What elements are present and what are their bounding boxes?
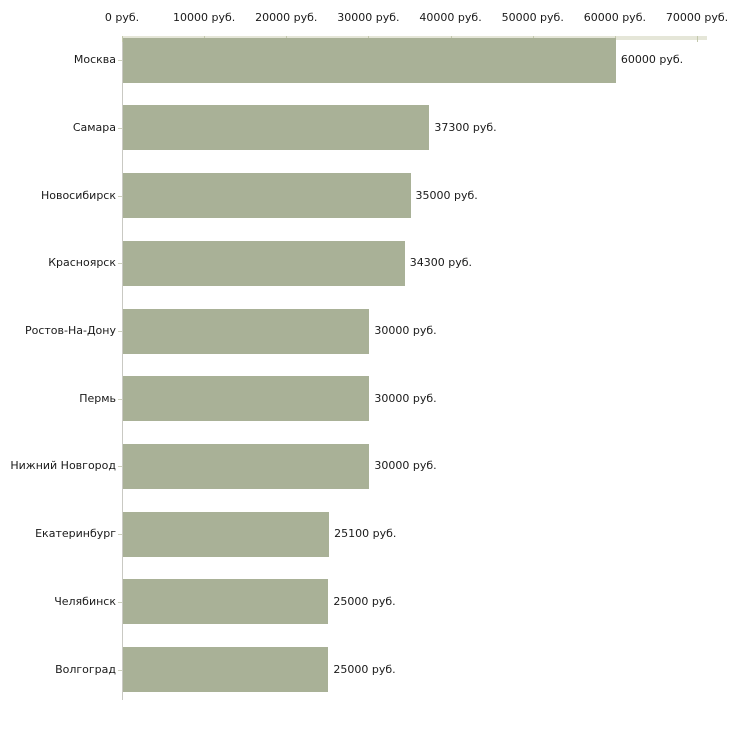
y-tick-mark [118, 195, 122, 197]
y-tick-mark [118, 263, 122, 265]
value-label: 60000 руб. [620, 53, 684, 67]
value-label: 34300 руб. [409, 256, 473, 270]
category-label: Волгоград [55, 662, 116, 676]
bar [123, 105, 430, 151]
bar [123, 173, 411, 219]
category-label: Самара [72, 120, 116, 134]
x-tick-mark [122, 36, 123, 42]
y-tick-mark [118, 466, 122, 468]
category-label: Челябинск [54, 594, 116, 608]
y-tick-mark [118, 398, 122, 400]
x-tick-label: 0 руб. [104, 11, 140, 24]
value-label: 35000 руб. [415, 188, 478, 202]
category-label: Екатеринбург [35, 527, 116, 541]
y-tick-mark [118, 331, 122, 332]
category-label: Новосибирск [40, 188, 116, 202]
bar [123, 37, 616, 83]
category-label: Пермь [79, 391, 116, 405]
bar [123, 647, 329, 692]
y-tick-mark [118, 669, 122, 671]
y-tick-mark [118, 534, 122, 536]
x-tick-label: 20000 руб. [255, 11, 318, 24]
bar [123, 511, 330, 557]
category-label: Москва [73, 53, 116, 67]
value-label: 30000 руб. [374, 324, 437, 337]
y-tick-mark [118, 60, 122, 62]
x-tick-label: 50000 руб. [501, 11, 564, 24]
bar [123, 579, 329, 625]
x-tick-label: 40000 руб. [419, 11, 482, 24]
y-tick-mark [118, 601, 122, 603]
value-label: 30000 руб. [374, 391, 437, 405]
value-label: 37300 руб. [434, 120, 497, 134]
x-tick-mark [697, 36, 698, 42]
category-label: Нижний Новгород [10, 459, 116, 473]
value-label: 25000 руб. [333, 662, 396, 676]
bar [123, 376, 370, 422]
x-tick-label: 60000 руб. [583, 11, 646, 24]
value-label: 25000 руб. [333, 594, 396, 608]
y-tick-mark [118, 127, 122, 129]
bar [123, 240, 405, 286]
value-label: 30000 руб. [374, 459, 437, 473]
value-label: 25100 руб. [334, 527, 397, 541]
category-label: Красноярск [48, 256, 116, 270]
x-tick-label: 30000 руб. [337, 11, 400, 24]
bar [123, 443, 370, 489]
y-axis-line [122, 36, 123, 700]
x-tick-label: 10000 руб. [173, 11, 236, 24]
bar [123, 308, 370, 354]
x-tick-label: 70000 руб. [665, 11, 729, 24]
category-label: Ростов-На-Дону [24, 324, 116, 337]
